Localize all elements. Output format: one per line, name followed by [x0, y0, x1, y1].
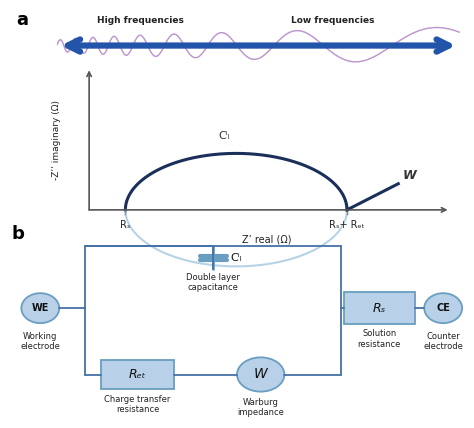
Ellipse shape — [21, 293, 59, 323]
Text: a: a — [17, 11, 28, 29]
Text: Rₛ: Rₛ — [373, 302, 386, 315]
Text: Rₑₜ: Rₑₜ — [128, 368, 146, 381]
Text: Cⁱₗ: Cⁱₗ — [218, 131, 230, 141]
Text: Counter
electrode: Counter electrode — [423, 332, 463, 351]
Text: Working
electrode: Working electrode — [20, 332, 60, 351]
Text: Low frequencies: Low frequencies — [291, 16, 374, 25]
Text: W: W — [402, 169, 416, 182]
Text: Rₛ+ Rₑₜ: Rₛ+ Rₑₜ — [329, 220, 365, 230]
Text: Solution
resistance: Solution resistance — [357, 330, 401, 349]
FancyBboxPatch shape — [100, 360, 174, 389]
Text: Z’ real (Ω): Z’ real (Ω) — [242, 235, 291, 244]
Text: Cⁱₗ: Cⁱₗ — [230, 253, 242, 263]
Text: Charge transfer
resistance: Charge transfer resistance — [104, 395, 171, 414]
Ellipse shape — [237, 357, 284, 392]
Text: -Z’’ imaginary (Ω): -Z’’ imaginary (Ω) — [53, 100, 61, 180]
Text: High frequencies: High frequencies — [97, 16, 184, 25]
Text: b: b — [12, 225, 25, 243]
FancyBboxPatch shape — [344, 292, 415, 324]
Text: Warburg
impedance: Warburg impedance — [237, 398, 284, 417]
Text: Double layer
capacitance: Double layer capacitance — [186, 273, 240, 292]
Text: W: W — [254, 368, 268, 381]
Text: CE: CE — [436, 303, 450, 313]
Text: WE: WE — [32, 303, 49, 313]
Text: Rₛ: Rₛ — [120, 220, 131, 230]
Ellipse shape — [424, 293, 462, 323]
